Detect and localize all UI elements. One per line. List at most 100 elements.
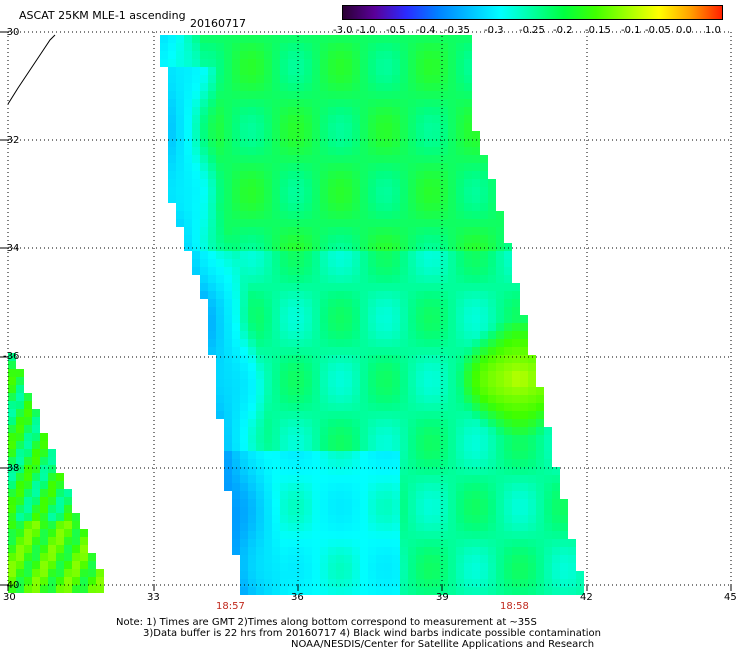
swath-cell [64, 545, 72, 553]
swath-cell [528, 587, 536, 595]
colorbar-tick-label: -0.25 [519, 25, 545, 36]
swath-cell [496, 379, 504, 387]
swath-cell [512, 467, 520, 475]
swath-cell [360, 507, 368, 515]
swath-cell [248, 195, 256, 203]
swath-cell [392, 515, 400, 523]
swath-cell [264, 539, 272, 547]
swath-cell [368, 219, 376, 227]
swath-cell [192, 179, 200, 187]
swath-cell [352, 547, 360, 555]
swath-cell [56, 577, 64, 585]
swath-cell [504, 555, 512, 563]
swath-cell [240, 107, 248, 115]
swath-cell [224, 171, 232, 179]
swath-cell [440, 563, 448, 571]
swath-cell [408, 459, 416, 467]
swath-cell [288, 59, 296, 67]
swath-cell [480, 395, 488, 403]
swath-cell [352, 51, 360, 59]
swath-cell [544, 531, 552, 539]
swath-cell [416, 251, 424, 259]
swath-cell [376, 571, 384, 579]
swath-cell [224, 235, 232, 243]
swath-cell [208, 243, 216, 251]
swath-cell [496, 355, 504, 363]
swath-cell [432, 251, 440, 259]
swath-cell [392, 171, 400, 179]
swath-cell [408, 331, 416, 339]
swath-cell [328, 331, 336, 339]
swath-cell [424, 243, 432, 251]
swath-cell [320, 187, 328, 195]
swath-cell [248, 515, 256, 523]
swath-cell [392, 227, 400, 235]
swath-cell [272, 259, 280, 267]
swath-cell [232, 43, 240, 51]
swath-cell [488, 283, 496, 291]
swath-cell [256, 483, 264, 491]
swath-cell [344, 427, 352, 435]
swath-cell [504, 435, 512, 443]
swath-cell [16, 561, 24, 569]
swath-cell [368, 347, 376, 355]
swath-cell [264, 411, 272, 419]
swath-cell [216, 187, 224, 195]
swath-cell [320, 475, 328, 483]
swath-cell [296, 443, 304, 451]
swath-cell [312, 443, 320, 451]
swath-cell [200, 211, 208, 219]
swath-cell [216, 275, 224, 283]
swath-cell [232, 379, 240, 387]
swath-cell [320, 147, 328, 155]
swath-cell [184, 211, 192, 219]
swath-cell [400, 107, 408, 115]
swath-cell [368, 419, 376, 427]
swath-cell [248, 491, 256, 499]
swath-cell [312, 483, 320, 491]
swath-cell [296, 43, 304, 51]
swath-cell [264, 563, 272, 571]
swath-cell [400, 539, 408, 547]
swath-cell [432, 387, 440, 395]
swath-cell [384, 283, 392, 291]
swath-cell [168, 147, 176, 155]
swath-cell [80, 561, 88, 569]
swath-cell [368, 371, 376, 379]
swath-cell [472, 259, 480, 267]
swath-cell [272, 499, 280, 507]
swath-cell [288, 323, 296, 331]
swath-cell [32, 497, 40, 505]
swath-cell [336, 83, 344, 91]
swath-cell [352, 179, 360, 187]
swath-cell [496, 323, 504, 331]
swath-cell [520, 395, 528, 403]
swath-cell [48, 569, 56, 577]
swath-cell [272, 195, 280, 203]
swath-cell [440, 139, 448, 147]
swath-cell [200, 219, 208, 227]
swath-cell [408, 355, 416, 363]
swath-cell [368, 563, 376, 571]
swath-cell [192, 251, 200, 259]
swath-cell [200, 179, 208, 187]
swath-cell [432, 507, 440, 515]
swath-cell [264, 315, 272, 323]
swath-cell [240, 83, 248, 91]
swath-cell [424, 211, 432, 219]
swath-cell [352, 251, 360, 259]
swath-cell [352, 555, 360, 563]
swath-cell [440, 323, 448, 331]
swath-cell [400, 43, 408, 51]
swath-cell [544, 547, 552, 555]
swath-cell [288, 363, 296, 371]
swath-cell [96, 577, 104, 585]
chart-date: 20160717 [190, 17, 246, 30]
swath-cell [272, 123, 280, 131]
swath-cell [320, 227, 328, 235]
swath-cell [360, 163, 368, 171]
swath-cell [496, 427, 504, 435]
swath-cell [168, 75, 176, 83]
swath-cell [480, 435, 488, 443]
swath-cell [520, 323, 528, 331]
